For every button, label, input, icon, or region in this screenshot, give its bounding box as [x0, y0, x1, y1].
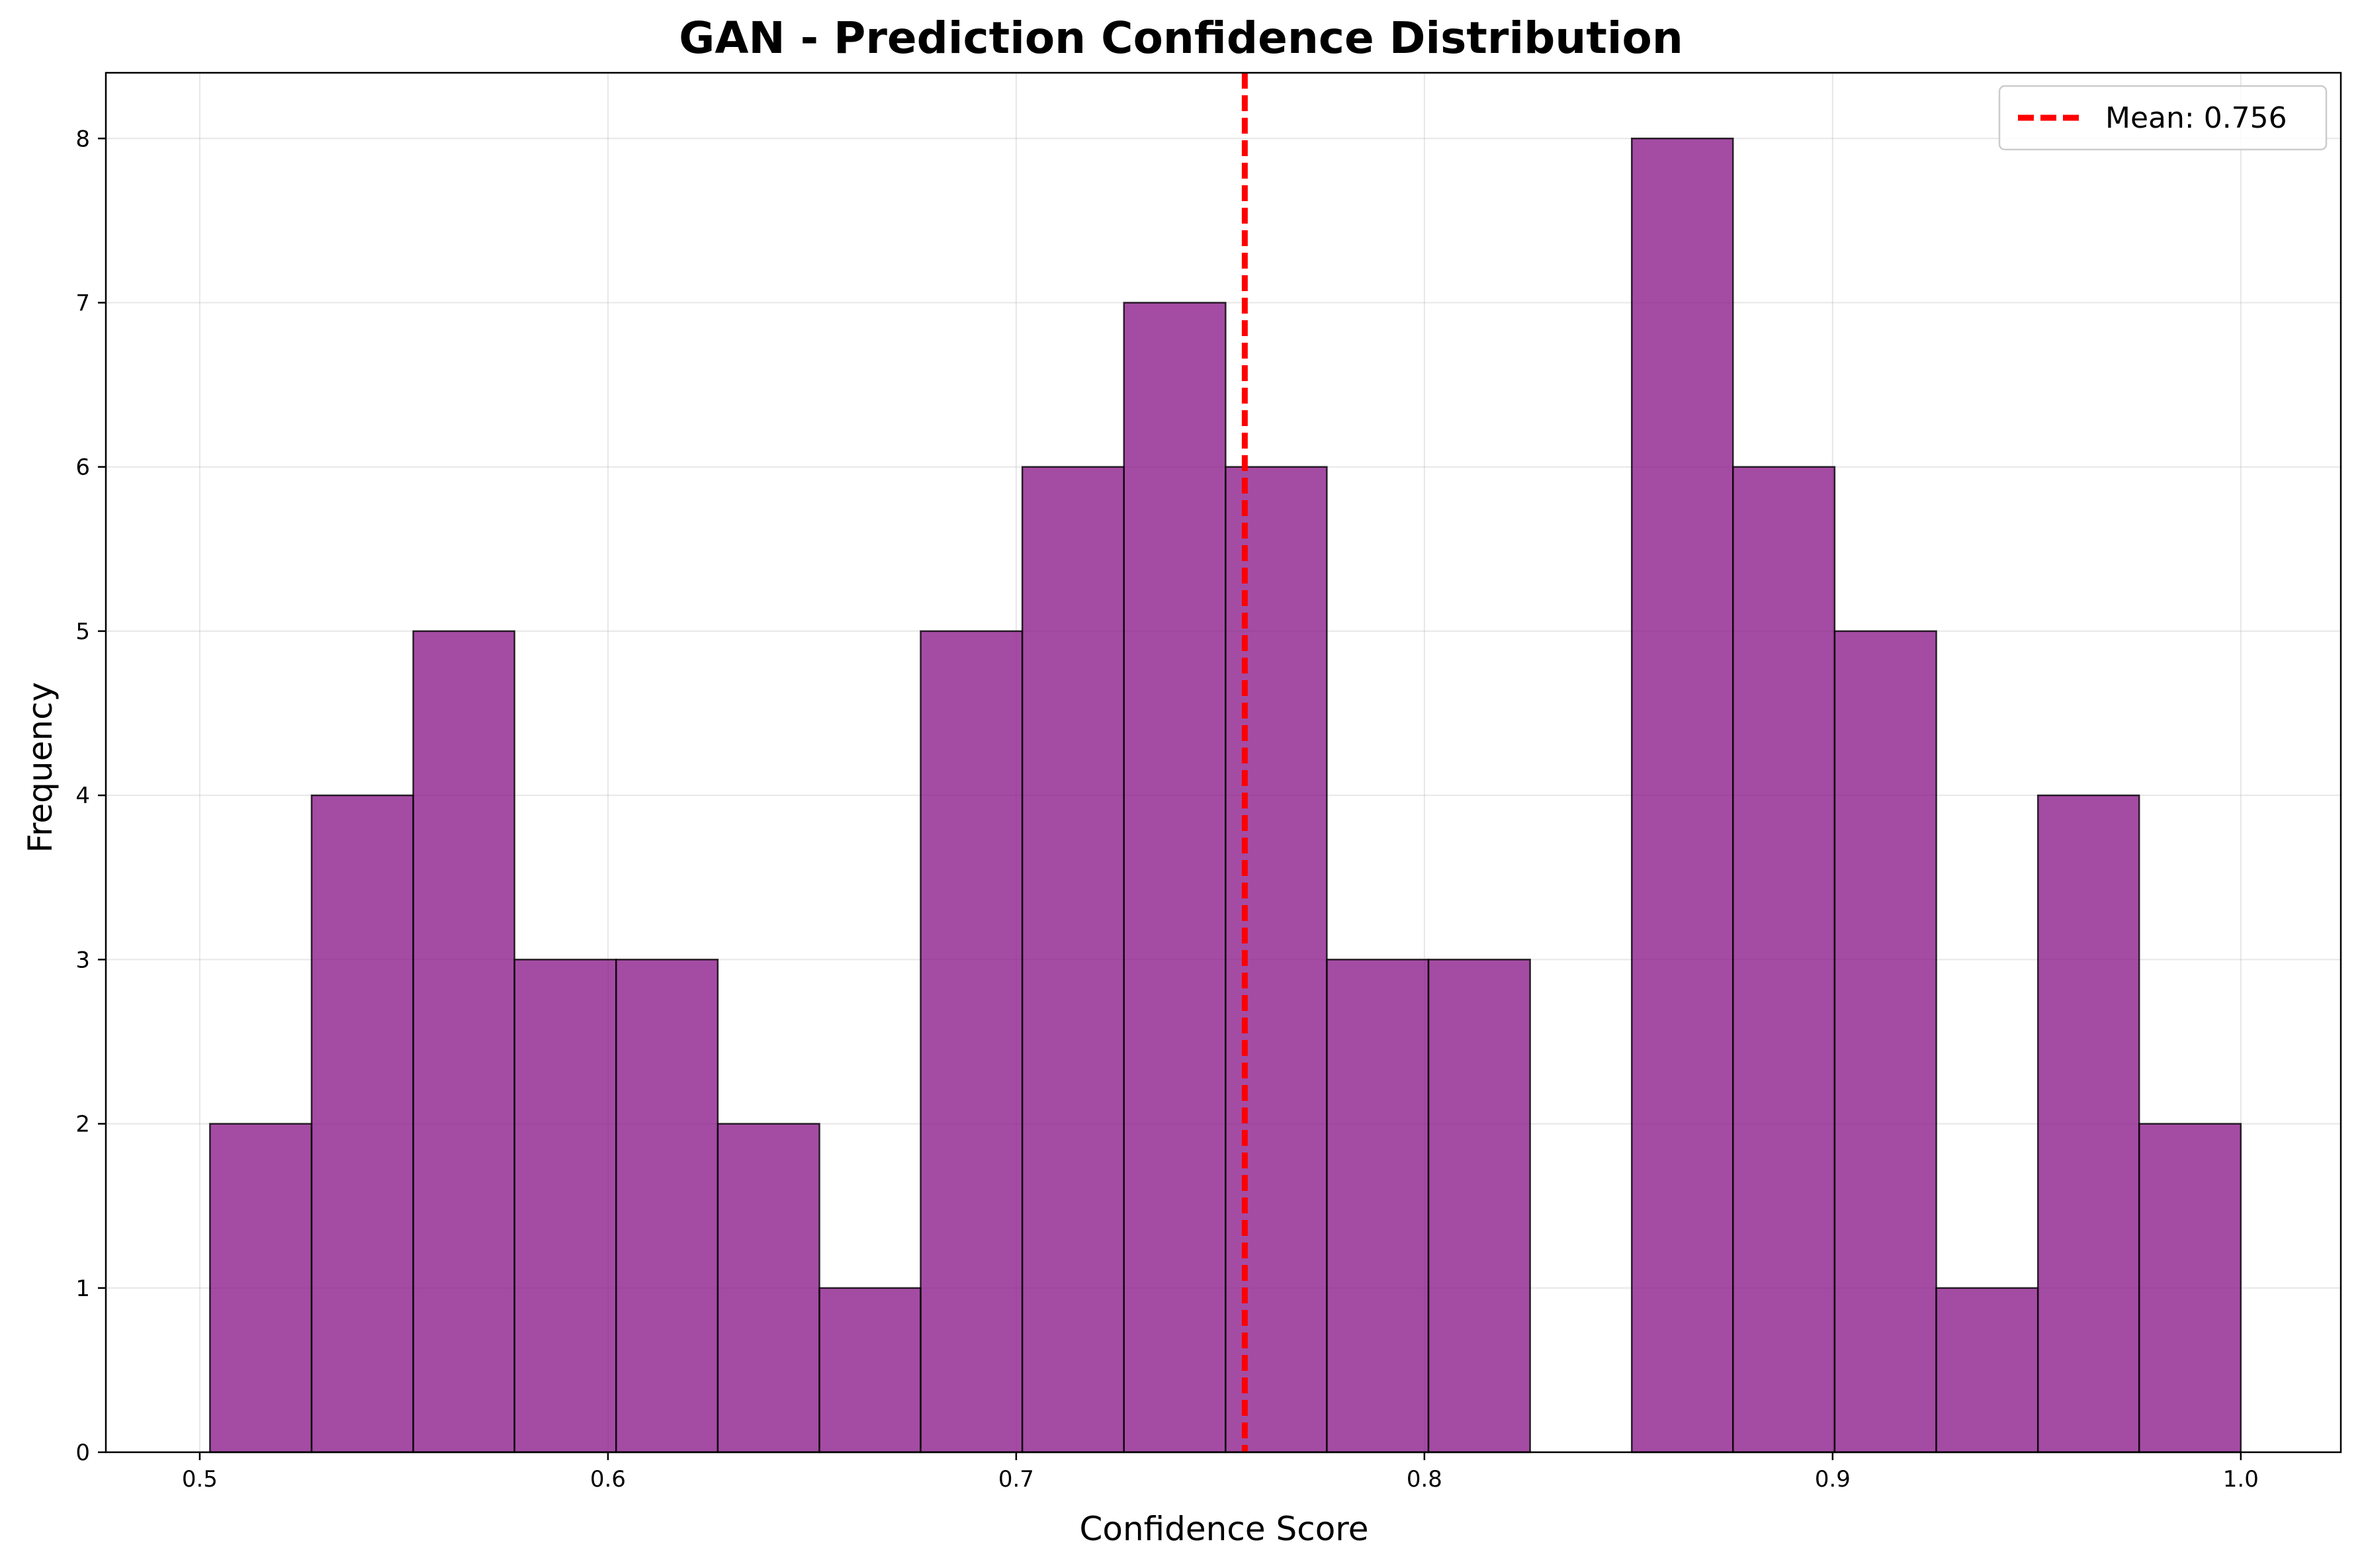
histogram-bar: [209, 1123, 313, 1454]
histogram-bar: [2138, 1123, 2242, 1454]
y-tick-label: 5: [75, 619, 90, 645]
histogram-bar: [1427, 959, 1531, 1454]
x-tick-label: 0.5: [182, 1466, 218, 1493]
x-tick-label: 0.9: [1815, 1466, 1851, 1493]
histogram-bar: [1326, 959, 1430, 1454]
histogram-bar: [1631, 138, 1734, 1454]
y-axis-label: Frequency: [21, 682, 60, 853]
histogram-bars: [209, 138, 2242, 1454]
chart-title: GAN - Prediction Confidence Distribution: [679, 13, 1683, 64]
y-tick-label: 2: [75, 1111, 90, 1138]
histogram-bar: [2036, 794, 2140, 1454]
histogram-bar: [1833, 630, 1937, 1454]
histogram-bar: [1732, 466, 1836, 1454]
y-tick-label: 1: [75, 1276, 90, 1302]
x-tick-label: 1.0: [2223, 1466, 2259, 1493]
y-tick-label: 0: [75, 1440, 90, 1466]
histogram-bar: [615, 959, 719, 1454]
histogram-bar: [920, 630, 1024, 1454]
y-tick-label: 4: [75, 783, 90, 809]
histogram-bar: [1123, 302, 1227, 1454]
y-tick-label: 3: [75, 947, 90, 973]
histogram-bar: [1935, 1287, 2039, 1454]
x-axis-label: Confidence Score: [1079, 1510, 1368, 1548]
histogram-bar: [818, 1287, 922, 1454]
histogram-bar: [1225, 466, 1328, 1454]
histogram-bar: [513, 959, 617, 1454]
histogram-bar: [412, 630, 515, 1454]
legend-mean-label: Mean: 0.756: [2105, 101, 2287, 135]
y-tick-label: 8: [75, 126, 90, 152]
x-tick-label: 0.8: [1407, 1466, 1442, 1493]
legend-box: [1998, 85, 2328, 151]
histogram-bar: [717, 1123, 820, 1454]
y-tick-label: 6: [75, 455, 90, 481]
y-axis-ticks: 0 1 2 3 4 5 6 7 8: [75, 126, 106, 1466]
x-tick-label: 0.6: [590, 1466, 626, 1493]
histogram-bar: [1021, 466, 1125, 1454]
y-tick-label: 7: [75, 290, 90, 317]
x-axis-ticks: 0.5 0.6 0.7 0.8 0.9 1.0: [182, 1452, 2259, 1493]
histogram-bar: [310, 794, 414, 1454]
x-tick-label: 0.7: [998, 1466, 1034, 1493]
legend: Mean: 0.756: [1998, 85, 2328, 151]
plot-area-frame: [105, 71, 2342, 1454]
